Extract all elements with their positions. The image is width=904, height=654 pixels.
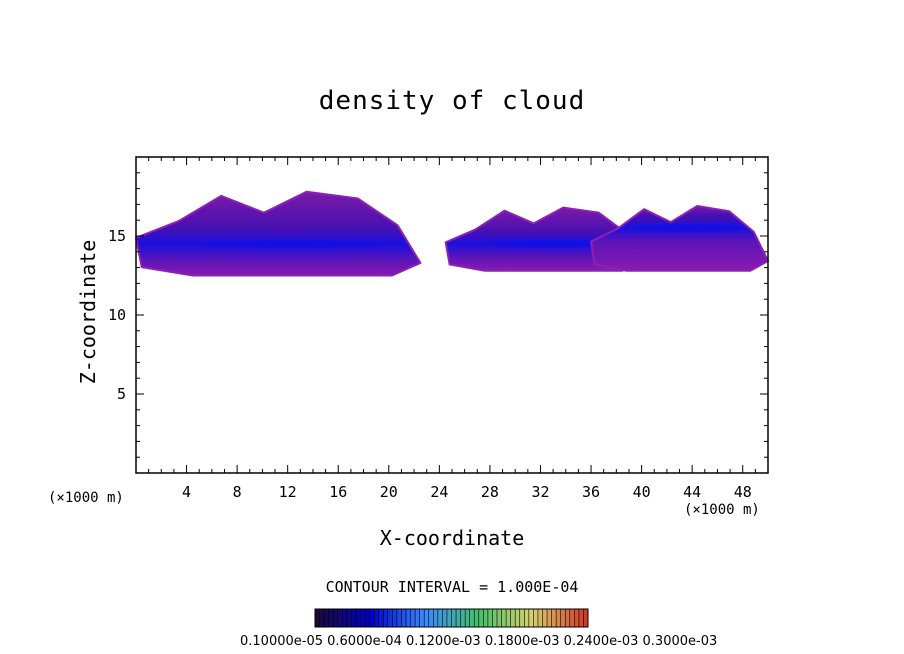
colorbar-swatch [560,609,566,627]
colorbar-swatch [428,609,434,627]
colorbar-swatch [451,609,457,627]
colorbar-labels: 0.10000e-05 0.6000e-04 0.1200e-03 0.1800… [240,634,718,649]
colorbar-swatch [415,609,421,627]
colorbar-swatch [342,609,348,627]
x-unit-label-left: (×1000 m) [48,490,124,506]
colorbar-swatch [355,609,361,627]
cloud-core [490,239,617,248]
colorbar-swatch [351,609,357,627]
chart-title: density of cloud [318,86,586,116]
cloud-region [590,205,769,272]
colorbar-swatch [315,609,321,627]
colorbar-swatch [410,609,416,627]
colorbar-swatch [401,609,407,627]
colorbar-swatch [328,609,334,627]
colorbar-swatch [442,609,448,627]
colorbar-swatch [365,609,371,627]
y-axis-label: Z-coordinate [76,239,100,385]
colorbar-swatch [360,609,366,627]
colorbar-swatch [433,609,439,627]
y-tick-label: 5 [117,385,126,403]
colorbar-swatch [506,609,512,627]
colorbar-swatch [369,609,375,627]
colorbar-swatch [378,609,384,627]
colorbar-swatch [469,609,475,627]
x-tick-label: 44 [683,483,701,501]
cloud-region [135,190,422,277]
x-tick-label: 32 [531,483,549,501]
colorbar-swatch [565,609,571,627]
cloud-core [201,239,384,248]
colorbar-swatch [387,609,393,627]
x-tick-label: 24 [430,483,448,501]
colorbar-swatch [465,609,471,627]
colorbar-swatch [396,609,402,627]
colorbar-swatch [406,609,412,627]
colorbar-swatch [437,609,443,627]
colorbar-swatch [487,609,493,627]
colorbar-swatch [392,609,398,627]
x-tick-label: 4 [182,483,191,501]
colorbar-swatch [374,609,380,627]
colorbar-swatch [333,609,339,627]
colorbar-swatch [324,609,330,627]
colorbar-swatch [474,609,480,627]
colorbar-swatch [337,609,343,627]
colorbar-swatch [492,609,498,627]
colorbar-swatch [569,609,575,627]
colorbar-swatch [574,609,580,627]
colorbar-frame [314,608,589,628]
colorbar-swatch [547,609,553,627]
x-tick-label: 20 [380,483,398,501]
x-tick-label: 40 [633,483,651,501]
colorbar-swatch [578,609,584,627]
contour-interval-text: CONTOUR INTERVAL = 1.000E-04 [325,578,579,596]
colorbar-swatch [383,609,389,627]
colorbar-swatch [510,609,516,627]
colorbar-swatch [478,609,484,627]
colorbar-swatch [319,609,325,627]
colorbar-swatch [460,609,466,627]
x-axis-label: X-coordinate [379,526,525,550]
colorbar-swatch [542,609,548,627]
colorbar-swatch [419,609,425,627]
colorbar-swatch [515,609,521,627]
x-tick-label: 36 [582,483,600,501]
x-tick-label: 28 [481,483,499,501]
colorbar-swatch [556,609,562,627]
colorbar-swatch [533,609,539,627]
y-tick-label: 15 [108,227,126,245]
colorbar-swatch [524,609,530,627]
colorbar-swatch [537,609,543,627]
colorbar-swatch [446,609,452,627]
colorbar-swatch [456,609,462,627]
colorbar-swatch [346,609,352,627]
colorbar-swatch [501,609,507,627]
colorbar-swatch [424,609,430,627]
x-tick-label: 12 [279,483,297,501]
y-tick-label: 10 [108,306,126,324]
colorbar-swatch [497,609,503,627]
colorbar-swatch [528,609,534,627]
colorbar-swatch [551,609,557,627]
colorbar-swatch [483,609,489,627]
colorbar-swatch [519,609,525,627]
x-unit-label-right: (×1000 m) [684,502,760,518]
x-tick-label: 16 [329,483,347,501]
colorbar-swatch [583,609,589,627]
cloud-core [631,224,745,233]
x-tick-label: 8 [233,483,242,501]
x-tick-label: 48 [734,483,752,501]
